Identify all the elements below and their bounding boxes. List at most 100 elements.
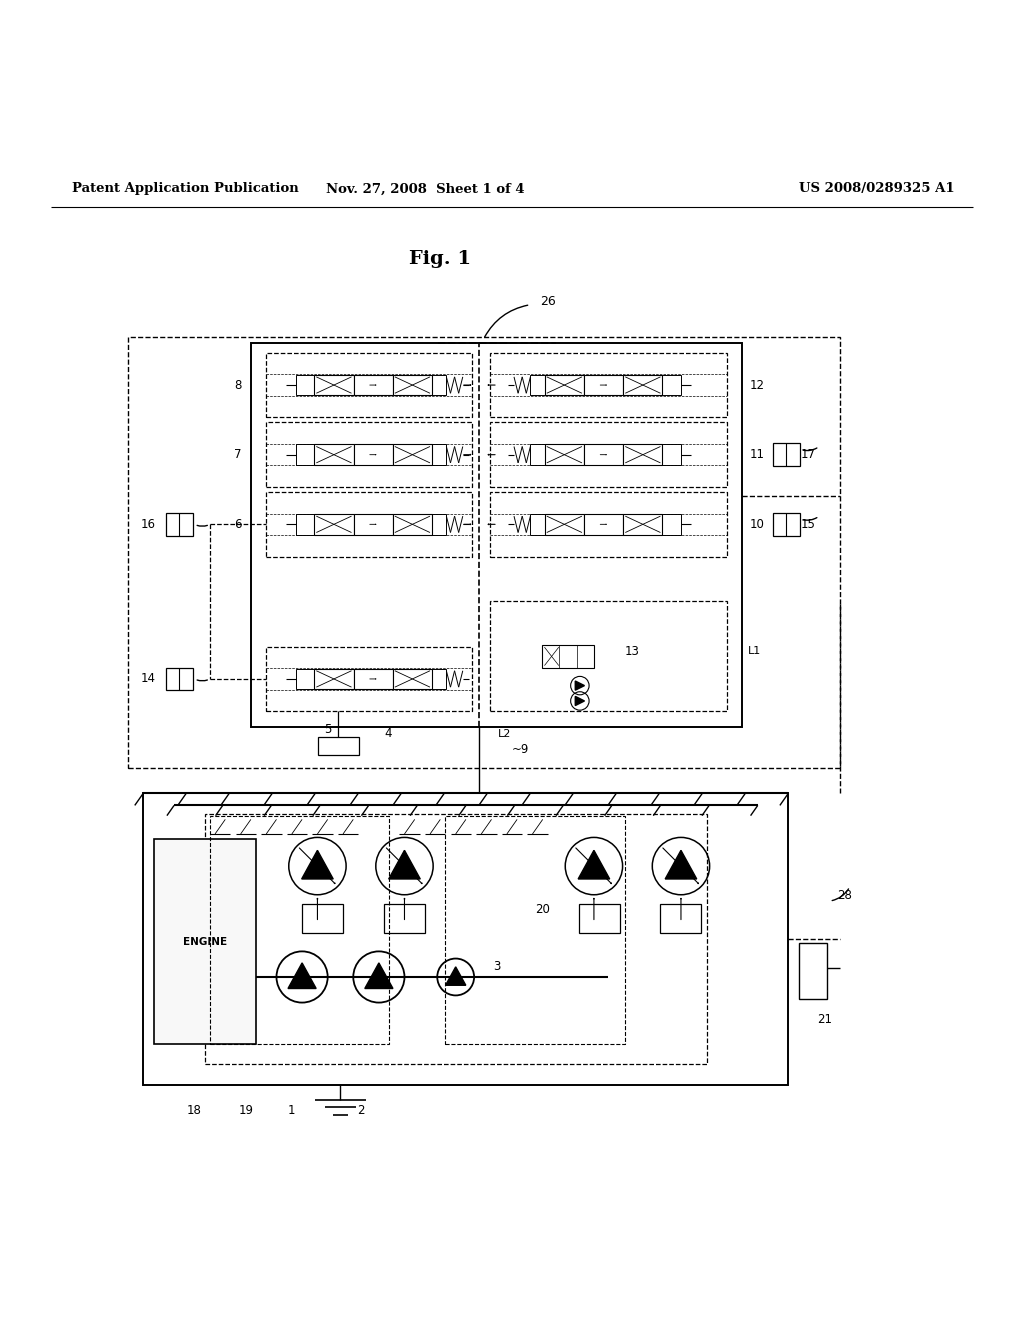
- Text: 8: 8: [233, 379, 242, 392]
- Bar: [530, 445, 545, 465]
- Text: 10: 10: [750, 517, 765, 531]
- Bar: [266, 647, 472, 711]
- Bar: [314, 445, 353, 465]
- Bar: [266, 422, 472, 487]
- Text: 6: 6: [233, 517, 242, 531]
- Bar: [660, 904, 701, 933]
- Text: 12: 12: [750, 379, 765, 392]
- Polygon shape: [365, 962, 393, 989]
- Bar: [314, 513, 353, 535]
- Bar: [773, 513, 800, 536]
- Bar: [545, 375, 584, 395]
- Text: 2: 2: [357, 1104, 365, 1117]
- Bar: [296, 445, 314, 465]
- Bar: [128, 338, 840, 767]
- Polygon shape: [575, 697, 585, 706]
- Bar: [584, 513, 624, 535]
- Polygon shape: [445, 966, 466, 985]
- Polygon shape: [575, 681, 585, 690]
- Bar: [154, 840, 256, 1044]
- Bar: [266, 492, 472, 557]
- Bar: [624, 375, 663, 395]
- Bar: [296, 513, 314, 535]
- Bar: [205, 813, 707, 1064]
- Bar: [663, 445, 681, 465]
- Bar: [251, 343, 742, 726]
- Bar: [584, 375, 624, 395]
- Bar: [624, 445, 663, 465]
- Text: 7: 7: [233, 449, 242, 461]
- Bar: [143, 793, 788, 1085]
- Polygon shape: [288, 962, 316, 989]
- Text: Nov. 27, 2008  Sheet 1 of 4: Nov. 27, 2008 Sheet 1 of 4: [326, 182, 524, 195]
- Bar: [773, 444, 800, 466]
- Bar: [432, 669, 446, 689]
- Text: 17: 17: [801, 449, 816, 461]
- Bar: [296, 375, 314, 395]
- Bar: [266, 352, 472, 417]
- Bar: [489, 422, 727, 487]
- Bar: [302, 904, 343, 933]
- Polygon shape: [666, 850, 696, 879]
- Bar: [384, 904, 425, 933]
- Bar: [663, 375, 681, 395]
- Bar: [166, 513, 193, 536]
- Text: 14: 14: [141, 672, 156, 685]
- Bar: [432, 445, 446, 465]
- Bar: [210, 816, 389, 1044]
- Text: Fig. 1: Fig. 1: [410, 249, 471, 268]
- Bar: [799, 942, 827, 999]
- Text: 28: 28: [838, 888, 852, 902]
- Text: 4: 4: [385, 727, 392, 741]
- Text: US 2008/0289325 A1: US 2008/0289325 A1: [799, 182, 954, 195]
- Bar: [353, 513, 393, 535]
- Text: 21: 21: [817, 1012, 831, 1026]
- Text: 1: 1: [288, 1104, 296, 1117]
- Text: 15: 15: [801, 517, 816, 531]
- Bar: [393, 669, 432, 689]
- Bar: [663, 513, 681, 535]
- Text: L1: L1: [748, 647, 761, 656]
- Text: 5: 5: [325, 723, 332, 737]
- Bar: [393, 445, 432, 465]
- Text: ENGINE: ENGINE: [182, 937, 227, 946]
- Bar: [445, 816, 625, 1044]
- Polygon shape: [579, 850, 609, 879]
- Bar: [543, 645, 594, 668]
- Polygon shape: [389, 850, 420, 879]
- Bar: [432, 513, 446, 535]
- Bar: [489, 352, 727, 417]
- Bar: [393, 513, 432, 535]
- Text: 16: 16: [141, 517, 156, 531]
- Text: L2: L2: [499, 729, 512, 739]
- Text: 11: 11: [750, 449, 765, 461]
- Bar: [353, 669, 393, 689]
- Bar: [353, 375, 393, 395]
- Bar: [530, 513, 545, 535]
- Text: ~9: ~9: [512, 743, 529, 756]
- Text: Patent Application Publication: Patent Application Publication: [72, 182, 298, 195]
- Bar: [545, 445, 584, 465]
- Bar: [584, 445, 624, 465]
- Bar: [317, 737, 358, 755]
- Bar: [432, 375, 446, 395]
- Bar: [393, 375, 432, 395]
- Polygon shape: [302, 850, 333, 879]
- Bar: [489, 601, 727, 711]
- Text: 13: 13: [625, 644, 639, 657]
- Bar: [624, 513, 663, 535]
- Bar: [166, 668, 193, 690]
- Bar: [353, 445, 393, 465]
- Bar: [296, 669, 314, 689]
- Bar: [530, 375, 545, 395]
- Text: 3: 3: [493, 960, 501, 973]
- Bar: [314, 669, 353, 689]
- Text: 19: 19: [239, 1104, 253, 1117]
- Bar: [489, 492, 727, 557]
- Text: 18: 18: [187, 1104, 202, 1117]
- Text: 20: 20: [536, 903, 550, 916]
- Bar: [545, 513, 584, 535]
- Text: 26: 26: [540, 296, 556, 308]
- Bar: [314, 375, 353, 395]
- Bar: [579, 904, 620, 933]
